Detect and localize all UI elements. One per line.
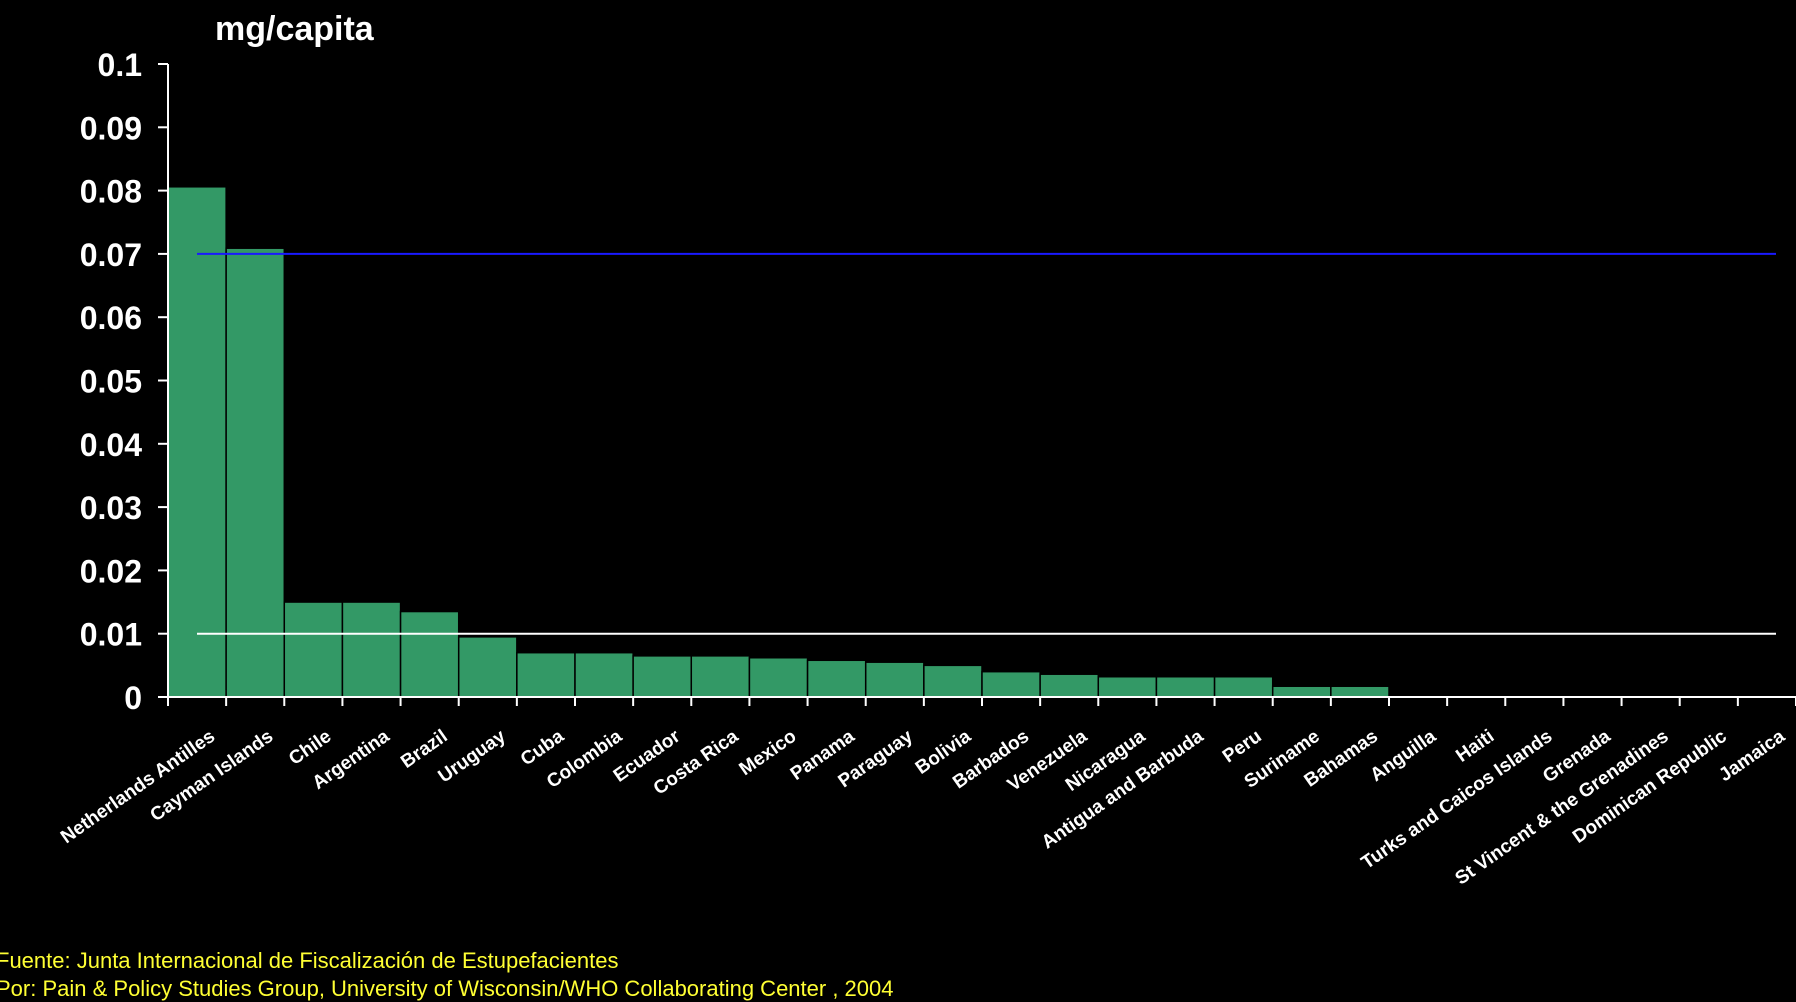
y-tick-labels: 0 0.01 0.02 0.03 0.04 0.05 0.06 0.07 0.08 0.09 0.1 — [80, 47, 142, 716]
bar — [923, 664, 983, 698]
y-tick-label: 0.04 — [80, 427, 142, 463]
bar — [1039, 673, 1100, 698]
bar — [516, 651, 576, 698]
y-tick-label: 0.03 — [80, 490, 142, 526]
x-tick-label: Peru — [1219, 726, 1266, 767]
credit-note: Por: Pain & Policy Studies Group, Univer… — [0, 976, 894, 1001]
y-tick-label: 0 — [124, 680, 142, 716]
bar — [1271, 685, 1332, 698]
x-tick-label: Uruguay — [435, 726, 511, 788]
bar — [690, 655, 751, 698]
bar — [748, 657, 809, 698]
x-tick-label: Jamaica — [1715, 726, 1789, 786]
source-note: Fuente: Junta Internacional de Fiscaliza… — [0, 948, 619, 973]
y-axis-title: mg/capita — [215, 10, 375, 48]
bar — [574, 651, 634, 698]
x-tick-label: Haiti — [1452, 726, 1498, 767]
y-tick-label: 0.09 — [80, 110, 142, 146]
y-tick-label: 0.01 — [80, 617, 142, 653]
y-tick-label: 0.02 — [80, 553, 142, 589]
bar — [806, 659, 867, 698]
y-tick-label: 0.05 — [80, 364, 142, 400]
bar — [1097, 675, 1158, 698]
bar — [864, 661, 925, 698]
bar — [167, 186, 227, 698]
x-tick-label: Anguilla — [1367, 726, 1441, 786]
bar — [1155, 675, 1216, 698]
bar — [632, 655, 693, 698]
bar — [341, 601, 402, 698]
bar — [457, 636, 518, 698]
bar — [399, 610, 460, 698]
y-tick-label: 0.07 — [80, 237, 142, 273]
bar — [225, 247, 286, 698]
bar — [1330, 685, 1390, 698]
bar — [981, 670, 1041, 698]
y-tick-label: 0.08 — [80, 174, 142, 210]
y-tick-label: 0.06 — [80, 300, 142, 336]
bar — [1213, 675, 1274, 698]
reference-lines — [197, 252, 1776, 635]
bar — [283, 601, 344, 698]
axes — [158, 63, 1796, 706]
y-tick-label: 0.1 — [98, 47, 142, 83]
bars-group — [167, 186, 1390, 698]
